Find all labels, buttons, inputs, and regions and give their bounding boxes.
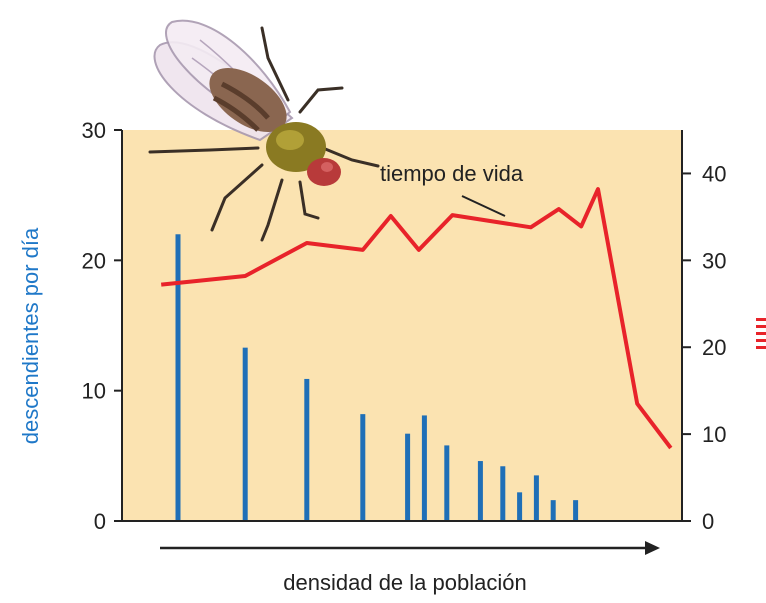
right-tick-label: 0 [702, 509, 714, 534]
x-axis-label: densidad de la población [283, 570, 526, 595]
y-axis-label: descendientes por día [18, 227, 43, 444]
left-tick-label: 10 [82, 379, 106, 404]
bar [517, 492, 523, 521]
bar [242, 347, 248, 521]
bars-layer [175, 234, 579, 521]
right-tick-label: 40 [702, 161, 726, 186]
bar [405, 433, 411, 521]
bar [175, 234, 181, 521]
right-tick-label: 20 [702, 335, 726, 360]
bar [533, 475, 539, 521]
bar [573, 500, 579, 521]
left-ticks: 0 10 20 30 [82, 118, 122, 534]
bar [360, 414, 366, 521]
left-tick-label: 30 [82, 118, 106, 143]
right-ticks: 0 10 20 30 40 [682, 161, 726, 534]
bar [477, 461, 483, 521]
fly-legs [148, 26, 380, 242]
right-tick-label: 30 [702, 248, 726, 273]
plot-area [122, 130, 682, 521]
bar [444, 445, 450, 521]
right-axis-label-marker [756, 318, 766, 349]
bar [421, 415, 427, 521]
lifetime-line [160, 187, 673, 450]
fly-head [307, 158, 341, 186]
bar [500, 466, 506, 521]
bar [550, 500, 556, 521]
x-axis-arrowhead [645, 541, 660, 555]
left-tick-label: 20 [82, 248, 106, 273]
lifetime-annotation-leader [461, 195, 506, 217]
lifetime-annotation: tiempo de vida [380, 161, 524, 186]
bar [304, 378, 310, 521]
left-tick-label: 0 [94, 509, 106, 534]
right-tick-label: 10 [702, 422, 726, 447]
fly-illustration [148, 19, 380, 242]
